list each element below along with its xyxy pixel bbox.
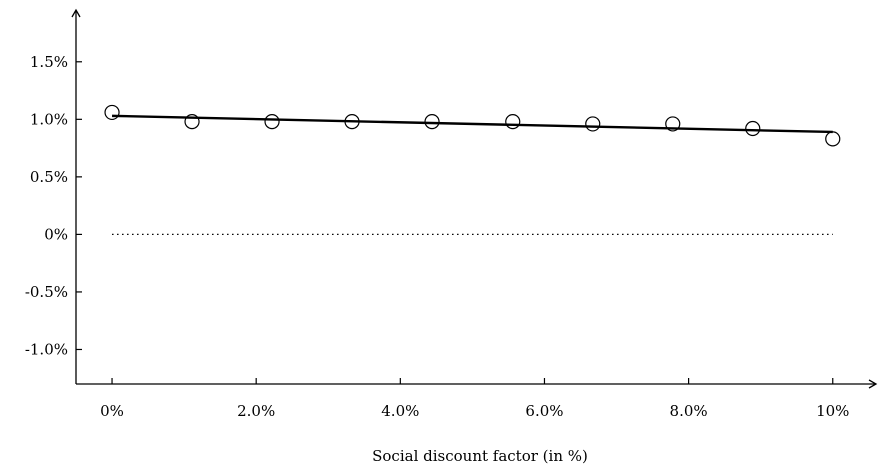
- data-point: [184, 114, 200, 130]
- data-point: [264, 114, 280, 130]
- x-ticks: 0% 2.0% 4.0% 6.0% 8.0% 10%: [100, 378, 849, 420]
- x-tick-label: 2.0%: [237, 402, 275, 420]
- y-tick-label: 0.5%: [30, 168, 68, 186]
- trend-line-segment: [112, 114, 833, 134]
- y-ticks: -1.0% -0.5% 0% 0.5% 1.0% 1.5%: [25, 53, 82, 358]
- y-tick-label: -1.0%: [25, 340, 68, 358]
- y-tick-label: 0%: [44, 225, 68, 243]
- x-tick-label: 8.0%: [670, 402, 708, 420]
- data-point: [344, 114, 360, 130]
- data-point: [104, 104, 120, 121]
- data-point: [825, 131, 841, 147]
- y-tick-label: 1.0%: [30, 110, 68, 128]
- x-tick-label: 6.0%: [525, 402, 563, 420]
- data-point: [505, 114, 521, 130]
- data-point: [665, 116, 681, 132]
- data-point: [585, 116, 601, 132]
- data-point: [745, 120, 761, 137]
- axes: [71, 8, 878, 389]
- trend-line: [112, 114, 833, 134]
- x-axis-arrow: [868, 379, 878, 389]
- x-tick-label: 10%: [816, 402, 849, 420]
- y-tick-label: -0.5%: [25, 283, 68, 301]
- x-tick-label: 0%: [100, 402, 124, 420]
- data-point: [424, 114, 440, 130]
- y-axis-arrow: [71, 8, 81, 18]
- y-tick-label: 1.5%: [30, 53, 68, 71]
- x-axis-title: Social discount factor (in %): [372, 447, 588, 465]
- data-points: [104, 104, 841, 147]
- x-tick-label: 4.0%: [381, 402, 419, 420]
